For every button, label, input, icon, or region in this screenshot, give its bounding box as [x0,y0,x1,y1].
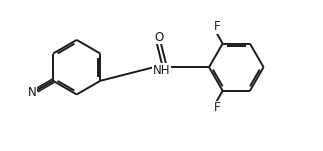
Text: NH: NH [153,64,170,77]
Text: F: F [214,101,221,114]
Text: O: O [154,31,163,44]
Text: F: F [214,20,221,33]
Text: N: N [28,86,37,99]
